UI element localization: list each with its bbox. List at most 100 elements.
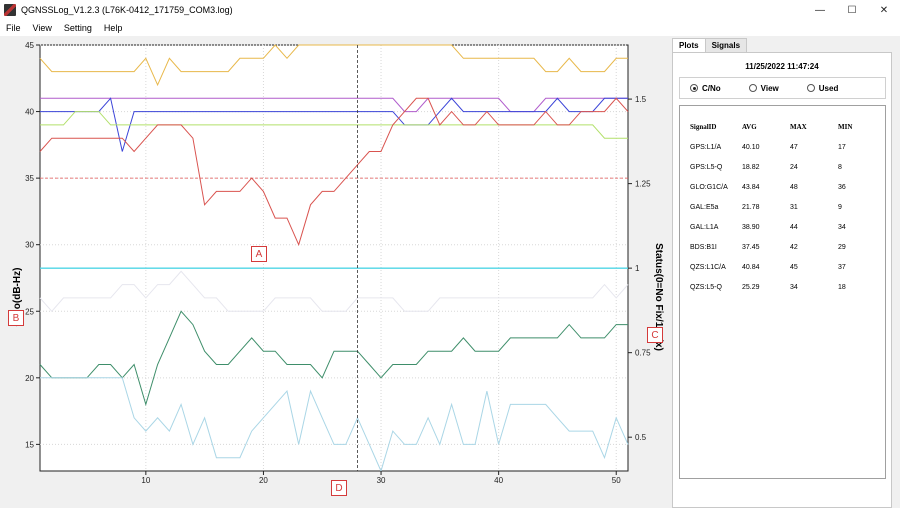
radio-view[interactable]: View: [748, 83, 779, 93]
app-logo-icon: [4, 4, 16, 16]
cno-chart[interactable]: 10 20 30 40 50152025303540450.50.7511.251.5 …: [0, 37, 668, 506]
table-cell: 40.10: [742, 143, 760, 151]
y-axis-label-right: Status(0=No Fix/1=Fix): [653, 243, 664, 351]
y-tick-label-left: 15: [25, 440, 34, 449]
x-tick-label: 50: [612, 476, 621, 485]
tab-plots[interactable]: Plots: [672, 38, 706, 53]
column-header: AVG: [742, 123, 757, 131]
table-cell: 18: [838, 283, 846, 291]
menu-view[interactable]: View: [32, 23, 52, 33]
table-row[interactable]: GAL:L1A 38.90 44 34: [690, 217, 878, 237]
table-cell: GAL:L1A: [690, 223, 719, 231]
y-tick-label-right: 0.5: [635, 433, 647, 442]
y-tick-label-right: 0.75: [635, 349, 651, 358]
x-tick-label: 10: [141, 476, 150, 485]
table-cell: 31: [790, 203, 798, 211]
table-cell: GPS:L1/A: [690, 143, 722, 151]
y-tick-label-left: 45: [25, 41, 34, 50]
radio-cno[interactable]: C/No: [690, 84, 721, 93]
table-row[interactable]: QZS:L5-Q 25.29 34 18: [690, 277, 878, 297]
y-tick-label-right: 1.25: [635, 180, 651, 189]
table-cell: BDS:B1I: [690, 243, 717, 251]
y-tick-label-left: 20: [25, 374, 34, 383]
cno-plot-area[interactable]: 10 20 30 40 50 15 20 25 30 35 40 45 0.5 0.75 1 1.25 1.5 …: [0, 37, 668, 506]
window-controls: — ☐ ✕: [804, 0, 900, 20]
table-cell: 18.82: [742, 163, 760, 171]
table-cell: 37: [838, 263, 846, 271]
table-cell: 40.84: [742, 263, 760, 271]
minimize-button[interactable]: —: [815, 4, 825, 16]
timestamp: 11/25/2022 11:47:24: [745, 62, 819, 71]
table-cell: 44: [790, 223, 798, 231]
side-tabs: Plots Signals: [672, 38, 898, 53]
table-cell: 47: [790, 143, 798, 151]
table-cell: 29: [838, 243, 846, 251]
table-row[interactable]: QZS:L1C/A 40.84 45 37: [690, 257, 878, 277]
plots-tab-panel: 11/25/2022 11:47:24 C/No View Used Signa…: [672, 52, 892, 508]
y-axis-label-left: C/No(dB-Hz): [12, 268, 23, 327]
table-header-row: SignalID AVG MAX MIN: [690, 117, 878, 137]
series-line-1: [39, 44, 628, 87]
table-cell: 8: [838, 163, 842, 171]
x-tick-label: 40: [494, 476, 503, 485]
radio-cno-label: C/No: [702, 83, 721, 93]
table-cell: 48: [790, 183, 798, 191]
radio-selected-icon[interactable]: [690, 84, 698, 92]
menu-file[interactable]: File: [6, 23, 21, 33]
table-row[interactable]: GAL:E5a 21.78 31 9: [690, 197, 878, 217]
table-cell: 24: [790, 163, 798, 171]
close-button[interactable]: ✕: [879, 4, 889, 16]
y-tick-label-right: 1: [635, 264, 640, 273]
plot-frame: [39, 44, 629, 472]
radio-empty-icon[interactable]: [748, 84, 757, 92]
title-bar: QGNSSLog_V1.2.3 (L76K-0412_171759_COM3.l…: [0, 0, 900, 20]
x-tick-label: 30: [377, 476, 386, 485]
table-cell: GLO:G1C/A: [690, 183, 728, 191]
y-tick-label-left: 40: [25, 108, 34, 117]
table-cell: 17: [838, 143, 846, 151]
series-line-6: [39, 270, 629, 313]
menu-bar: File View Setting Help: [0, 20, 900, 36]
table-cell: 42: [790, 243, 798, 251]
marker-d: D: [331, 480, 347, 496]
radio-used-label: Used: [818, 83, 839, 93]
table-cell: 43.84: [742, 183, 760, 191]
tab-signals[interactable]: Signals: [704, 38, 748, 52]
column-header: MIN: [838, 123, 853, 131]
plot-mode-group: C/No View Used: [679, 77, 886, 99]
table-cell: 36: [838, 183, 846, 191]
marker-a: A: [251, 246, 267, 262]
radio-view-label: View: [760, 83, 779, 93]
table-cell: 9: [838, 203, 842, 211]
table-cell: QZS:L5-Q: [690, 283, 722, 291]
series-line-7: [39, 310, 628, 407]
column-header: MAX: [790, 123, 807, 131]
series-line-3: [40, 97, 628, 152]
menu-help[interactable]: Help: [103, 23, 123, 33]
table-cell: GPS:L5-Q: [690, 163, 723, 171]
column-header: SignalID: [690, 123, 717, 131]
radio-used[interactable]: Used: [806, 83, 839, 93]
x-tick-label: 20: [259, 476, 268, 485]
table-cell: 38.90: [742, 223, 760, 231]
menu-setting[interactable]: Setting: [63, 23, 92, 33]
y-tick-label-left: 30: [25, 241, 34, 250]
marker-b: B: [8, 310, 24, 326]
table-row[interactable]: GLO:G1C/A 43.84 48 36: [690, 177, 878, 197]
y-tick-label-left: 25: [25, 307, 34, 316]
table-row[interactable]: BDS:B1I 37.45 42 29: [690, 237, 878, 257]
y-tick-label-left: 35: [25, 174, 34, 183]
table-row[interactable]: GPS:L5-Q 18.82 24 8: [690, 157, 878, 177]
table-cell: QZS:L1C/A: [690, 263, 726, 271]
marker-c: C: [647, 327, 663, 343]
table-cell: 21.78: [742, 203, 760, 211]
maximize-button[interactable]: ☐: [847, 4, 857, 16]
table-cell: 34: [790, 283, 798, 291]
side-panel: Plots Signals 11/25/2022 11:47:24 C/No V…: [672, 38, 898, 508]
radio-empty-icon[interactable]: [806, 84, 815, 92]
table-cell: 34: [838, 223, 846, 231]
table-row[interactable]: GPS:L1/A 40.10 47 17: [690, 137, 878, 157]
table-cell: GAL:E5a: [690, 203, 719, 211]
y-tick-label-right: 1.5: [635, 95, 647, 104]
window-title: QGNSSLog_V1.2.3 (L76K-0412_171759_COM3.l…: [21, 5, 233, 15]
